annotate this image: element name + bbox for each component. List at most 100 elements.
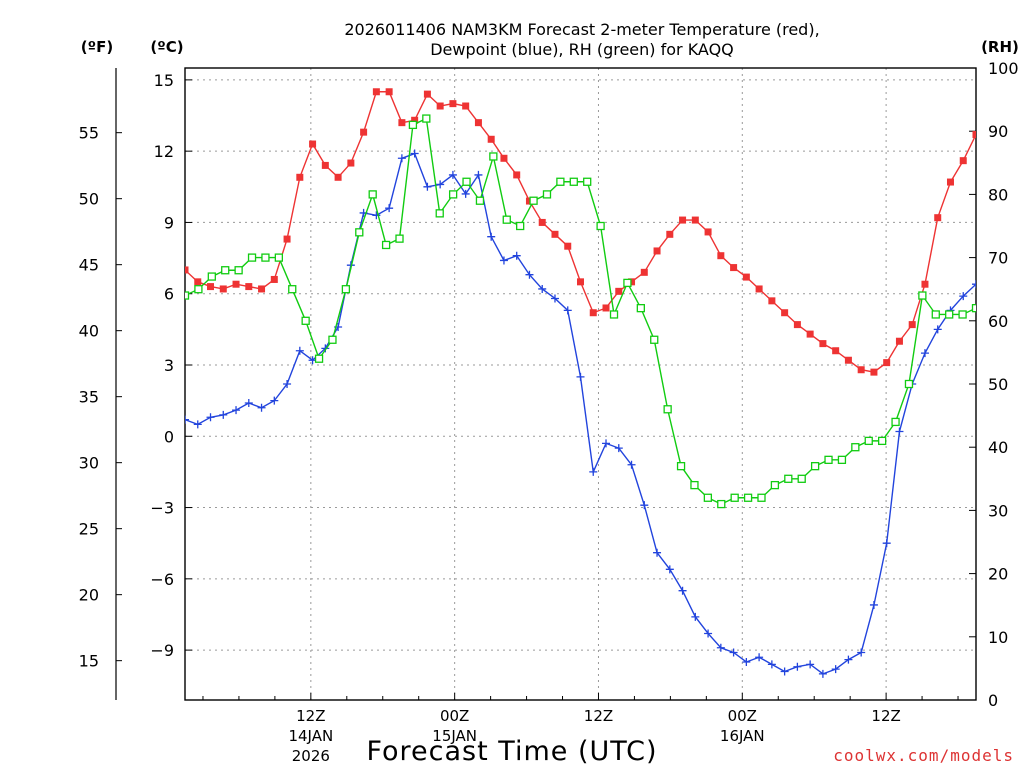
dewpoint-point [232, 406, 241, 415]
temperature-point [551, 230, 559, 238]
dewpoint-point [933, 325, 942, 334]
x-tick-date: 15JAN [432, 727, 477, 745]
temperature-point [577, 278, 584, 286]
rh-tick-label: 20 [988, 565, 1008, 584]
dewpoint-point [193, 420, 202, 429]
temperature-point [883, 359, 891, 367]
temperature-point [857, 366, 865, 374]
rh-point [194, 285, 203, 294]
dewpoint-point [461, 189, 470, 198]
rh-point [864, 436, 873, 446]
dewpoint-point [397, 154, 406, 163]
dewpoint-line [185, 152, 976, 675]
dewpoint-point [780, 667, 789, 676]
rh-point [770, 480, 780, 490]
x-tick-label: 00Z [728, 707, 757, 725]
temperature-point [385, 88, 393, 96]
dewpoint-point [448, 170, 457, 179]
rh-point [185, 291, 190, 300]
dewpoint-point [767, 660, 776, 669]
dewpoint-point [653, 548, 662, 557]
rh-tick-label: 40 [988, 438, 1008, 457]
rh-point [743, 493, 753, 502]
rh-point [797, 474, 806, 483]
dewpoint-point [704, 629, 713, 638]
celsius-tick-label: 15 [154, 71, 174, 90]
dewpoint-point [525, 270, 534, 279]
dewpoint-point [270, 396, 279, 405]
rh-point [837, 455, 847, 464]
rh-tick-label: 30 [988, 501, 1008, 520]
rh-point [891, 417, 900, 427]
temperature-point [360, 128, 368, 136]
rh-tick-label: 60 [988, 312, 1008, 331]
fahrenheit-tick-label: 30 [79, 454, 99, 473]
fahrenheit-unit-label: (ºF) [81, 38, 113, 56]
rh-point [676, 462, 686, 471]
rh-point [489, 152, 498, 161]
temperature-point [640, 268, 648, 276]
dewpoint-point [206, 413, 215, 422]
dewpoint-point [882, 539, 891, 548]
dewpoint-point [602, 439, 611, 448]
grid-lines [185, 68, 976, 700]
x-tick-label: 12Z [584, 707, 613, 725]
dewpoint-point [818, 669, 827, 678]
temperature-point [972, 131, 976, 139]
rh-point [556, 177, 565, 186]
temperature-point [309, 140, 317, 148]
dewpoint-point [283, 380, 292, 388]
dewpoint-point [563, 306, 572, 315]
rh-point [542, 190, 552, 199]
x-tick-label: 12Z [871, 707, 900, 725]
temperature-point [768, 297, 776, 305]
rh-point [878, 436, 887, 446]
dewpoint-point [678, 586, 687, 595]
dewpoint-point [423, 182, 432, 191]
rh-point [730, 493, 739, 502]
x-axis-label: Forecast Time (UTC) [366, 736, 657, 767]
credit-label: coolwx.com/models [833, 746, 1014, 765]
temperature-point [832, 347, 840, 355]
dewpoint-point [959, 292, 968, 301]
celsius-tick-label: 12 [154, 142, 174, 161]
dewpoint-point [972, 280, 976, 289]
dewpoint-point [742, 657, 751, 666]
rh-point [931, 310, 940, 319]
rh-point [448, 190, 458, 199]
rh-tick-label: 10 [988, 628, 1008, 647]
rh-point [422, 114, 431, 123]
temperature-point [602, 304, 610, 312]
series-layer [185, 88, 976, 678]
dewpoint-point [920, 349, 929, 358]
rh-point [636, 304, 645, 313]
rh-point [918, 291, 927, 300]
rh-tick-label: 70 [988, 249, 1008, 268]
dewpoint-point [844, 655, 853, 664]
dewpoint-point [640, 501, 649, 510]
temperature-point [219, 285, 227, 293]
rh-point [945, 310, 954, 319]
celsius-tick-label: 9 [164, 213, 174, 232]
rh-point [757, 493, 766, 502]
rh-point [690, 480, 699, 490]
rh-point [408, 120, 418, 130]
dewpoint-point [806, 660, 815, 669]
celsius-tick-label: −6 [150, 570, 174, 589]
rh-point [851, 443, 860, 452]
temperature-point [908, 321, 916, 329]
dewpoint-point [185, 415, 189, 424]
rh-point [381, 240, 391, 250]
celsius-tick-label: −9 [150, 641, 174, 660]
rh-point [207, 272, 216, 281]
axis-ticks: 15129630−3−6−955504540353025201510090807… [79, 59, 1019, 765]
dewpoint-point [512, 251, 521, 260]
rh-tick-label: 50 [988, 375, 1008, 394]
rh-point [904, 379, 914, 389]
rh-point [502, 215, 511, 224]
rh-point [717, 499, 726, 509]
rh-point [824, 455, 833, 464]
x-tick-year: 2026 [292, 747, 330, 765]
rh-point [234, 266, 243, 275]
